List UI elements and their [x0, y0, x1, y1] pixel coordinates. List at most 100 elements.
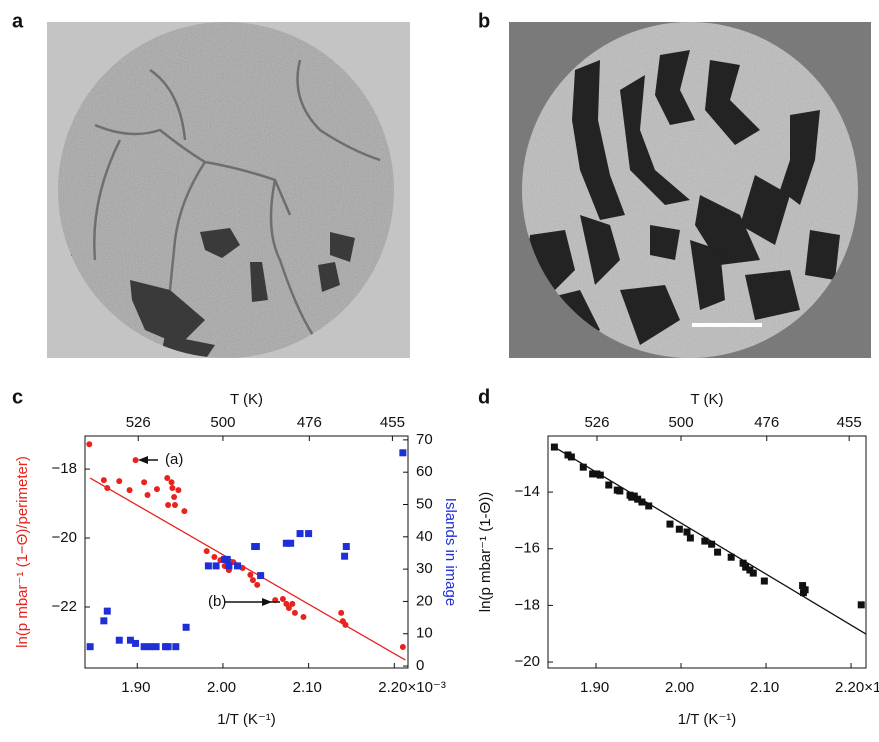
fit-line — [554, 446, 867, 635]
top-x-tick-label: 526 — [584, 414, 609, 431]
annotation: (b) — [208, 593, 226, 610]
point — [760, 577, 768, 585]
point — [727, 553, 735, 561]
point — [181, 508, 188, 515]
point — [126, 487, 133, 494]
y2-tick-label: 50 — [416, 495, 433, 512]
x-tick-label: 2.20×10⁻³ — [835, 679, 879, 696]
point — [291, 609, 298, 616]
point — [141, 479, 148, 486]
y2-tick-label: 70 — [416, 431, 433, 448]
point — [172, 643, 180, 651]
top-x-tick-label: 500 — [210, 414, 235, 431]
y2-axis-label: Islands in image — [442, 498, 459, 606]
point — [234, 562, 242, 570]
point — [252, 543, 260, 551]
top-x-tick-label: 455 — [380, 414, 405, 431]
annotation-arrowhead — [138, 456, 148, 464]
plot-frame — [547, 435, 867, 669]
x-tick-label: 2.10 — [293, 679, 322, 696]
point — [605, 481, 613, 489]
point — [257, 572, 265, 580]
point — [153, 486, 160, 493]
point — [285, 605, 292, 612]
point — [616, 487, 624, 495]
point — [645, 502, 653, 510]
point — [254, 581, 261, 588]
point — [714, 548, 722, 556]
y-tick-label: −18 — [515, 596, 540, 613]
point — [638, 498, 646, 506]
y-tick-label: −18 — [52, 460, 77, 477]
point — [289, 600, 296, 607]
y-tick-label: −22 — [52, 598, 77, 615]
panel-label: a — [12, 10, 24, 32]
x-tick-label: 2.20×10⁻³ — [378, 679, 446, 696]
y2-tick-label: 40 — [416, 528, 433, 545]
point — [634, 495, 642, 503]
point — [164, 643, 172, 651]
point — [739, 559, 747, 567]
point — [132, 457, 139, 464]
point — [171, 494, 178, 501]
point — [86, 643, 94, 651]
x-tick-label: 1.90 — [121, 679, 150, 696]
point — [742, 563, 750, 571]
point — [247, 571, 254, 578]
point — [152, 643, 160, 651]
x-tick-label: 2.00 — [207, 679, 236, 696]
point — [338, 609, 345, 616]
y2-tick-label: 60 — [416, 463, 433, 480]
y-axis-label: ln(p mbar⁻¹ (1−Θ)/perimeter) — [14, 456, 31, 648]
point — [175, 487, 182, 494]
point — [287, 539, 295, 547]
y-tick-label: −14 — [515, 483, 540, 500]
point — [683, 528, 691, 536]
point — [169, 485, 176, 492]
point — [341, 552, 349, 560]
point — [100, 617, 108, 625]
x-axis-label: 1/T (K⁻¹) — [217, 711, 275, 728]
panel-label: d — [478, 386, 490, 408]
point — [225, 562, 233, 570]
point — [165, 501, 172, 508]
point — [749, 569, 757, 577]
x-axis-label: 1/T (K⁻¹) — [678, 711, 736, 728]
y-tick-label: −20 — [515, 653, 540, 670]
top-x-tick-label: 500 — [669, 414, 694, 431]
x-tick-label: 1.90 — [580, 679, 609, 696]
point — [701, 537, 709, 545]
point — [146, 643, 154, 651]
point — [305, 530, 313, 538]
point — [126, 636, 134, 644]
top-x-tick-label: 455 — [837, 414, 862, 431]
point — [203, 548, 210, 555]
point — [212, 562, 220, 570]
annotation-arrowhead — [262, 598, 272, 606]
plot-frame — [84, 435, 409, 669]
panel-label: c — [12, 386, 23, 408]
point — [857, 601, 865, 609]
y2-tick-label: 10 — [416, 625, 433, 642]
point — [399, 449, 407, 457]
point — [164, 475, 171, 482]
point — [249, 577, 256, 584]
point — [666, 520, 674, 528]
point — [579, 463, 587, 471]
point — [296, 530, 304, 538]
point — [103, 607, 111, 615]
point — [223, 555, 231, 563]
point — [100, 477, 107, 484]
y-tick-label: −16 — [515, 540, 540, 557]
point — [300, 613, 307, 620]
top-axis-label: T (K) — [690, 391, 723, 408]
point — [116, 478, 123, 485]
point — [399, 643, 406, 650]
x-tick-label: 2.00 — [665, 679, 694, 696]
micrograph-a — [47, 22, 410, 358]
point — [686, 534, 694, 542]
top-axis-label: T (K) — [230, 391, 263, 408]
point — [86, 441, 93, 448]
point — [204, 562, 212, 570]
